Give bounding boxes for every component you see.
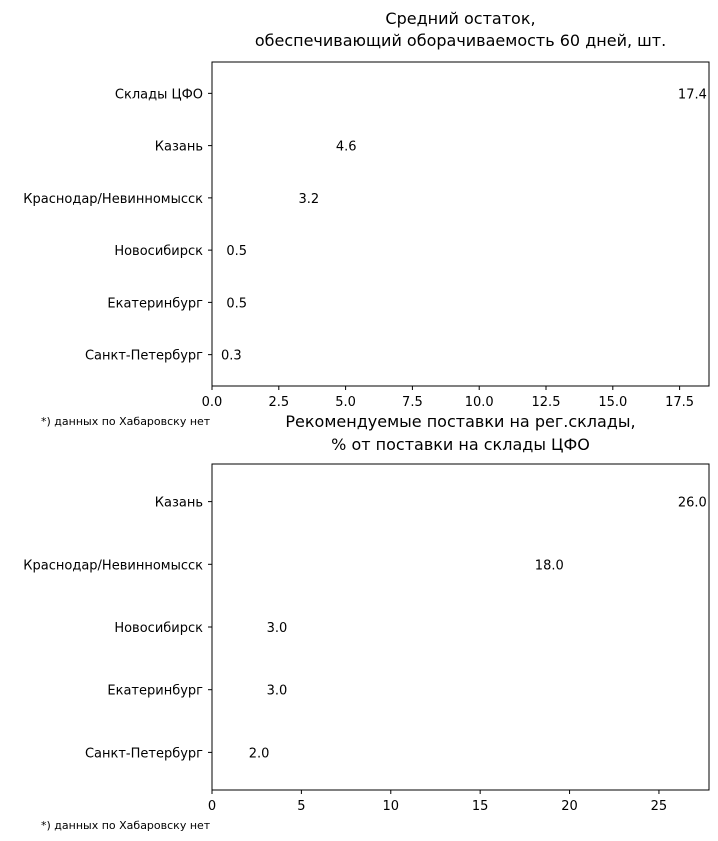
chart2-xtick-label-4: 15 xyxy=(472,799,489,814)
chart1-xtick-label-4: 7.5 xyxy=(402,395,423,410)
footnote-bottom: *) данных по Хабаровску нет xyxy=(41,819,211,832)
chart2-ytick-label-5: Санкт-Петербург xyxy=(85,746,203,761)
chart1-xtick-label-6: 12.5 xyxy=(532,395,561,410)
chart2-title-line-1: Рекомендуемые поставки на рег.склады, xyxy=(285,412,635,431)
chart1-xtick-label-5: 10.0 xyxy=(465,395,494,410)
chart1-ytick-label-4: Новосибирск xyxy=(114,244,203,259)
chart2-ytick-label-1: Казань xyxy=(155,496,203,511)
chart2-title-line-2: % от поставки на склады ЦФО xyxy=(331,435,590,454)
chart1-ytick-label-5: Екатеринбург xyxy=(107,296,203,311)
chart2-ytick-label-4: Екатеринбург xyxy=(107,684,203,699)
chart1-xtick-label-8: 17.5 xyxy=(665,395,694,410)
chart2-ytick-label-2: Краснодар/Невинномысск xyxy=(23,558,203,573)
footnote-top: *) данных по Хабаровску нет xyxy=(41,415,211,428)
chart1-ytick-label-6: Санкт-Петербург xyxy=(85,349,203,364)
chart1-xtick-label-1: 0.0 xyxy=(202,395,223,410)
chart1-ytick-label-2: Казань xyxy=(155,140,203,155)
chart1-data-label-1: 17.4 xyxy=(678,87,707,102)
chart1-data-label-4: 0.5 xyxy=(226,244,247,259)
chart1-data-label-2: 4.6 xyxy=(336,140,357,155)
chart2-data-label-3: 3.0 xyxy=(267,621,288,636)
chart2-xtick-label-2: 5 xyxy=(297,799,305,814)
chart2-data-label-2: 18.0 xyxy=(535,558,564,573)
chart2-ytick-label-3: Новосибирск xyxy=(114,621,203,636)
chart1-xtick-label-2: 2.5 xyxy=(268,395,289,410)
chart1-data-label-3: 3.2 xyxy=(299,192,320,207)
chart1-title-line-1: Средний остаток, xyxy=(385,9,535,28)
chart2-axes-frame xyxy=(211,463,710,791)
chart2-xtick-label-1: 0 xyxy=(208,799,216,814)
chart2-data-label-1: 26.0 xyxy=(678,496,707,511)
chart2-xtick-label-5: 20 xyxy=(561,799,578,814)
chart2-xtick-label-6: 25 xyxy=(651,799,668,814)
chart1-xtick-label-3: 5.0 xyxy=(335,395,356,410)
chart1-axes-frame xyxy=(211,61,710,387)
chart1-title-line-2: обеспечивающий оборачиваемость 60 дней, … xyxy=(255,31,666,50)
chart2-data-label-4: 3.0 xyxy=(267,684,288,699)
chart1-xtick-label-7: 15.0 xyxy=(598,395,627,410)
chart2-xtick-label-3: 10 xyxy=(383,799,400,814)
chart1-ytick-label-1: Склады ЦФО xyxy=(115,87,203,102)
chart1-ytick-label-3: Краснодар/Невинномысск xyxy=(23,192,203,207)
chart1-data-label-5: 0.5 xyxy=(226,296,247,311)
chart2-data-label-5: 2.0 xyxy=(249,746,270,761)
chart1-data-label-6: 0.3 xyxy=(221,349,242,364)
